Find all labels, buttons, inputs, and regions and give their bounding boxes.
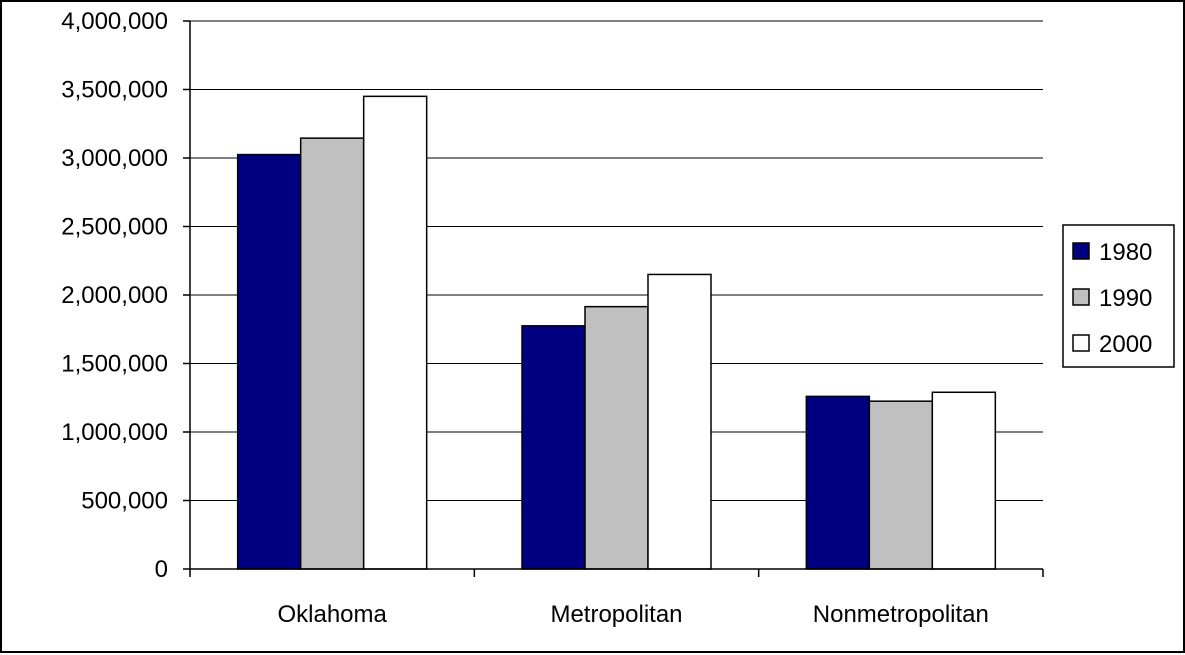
bars [236, 95, 997, 570]
y-tick-label: 500,000 [81, 488, 168, 515]
y-tick-label: 3,000,000 [61, 145, 168, 172]
y-tick-label: 4,000,000 [61, 8, 168, 35]
bar-metropolitan-2000 [647, 273, 712, 570]
legend-swatch-2000 [1072, 334, 1090, 352]
bar-oklahoma-1980 [236, 153, 302, 570]
bar-nonmetropolitan-2000 [931, 391, 997, 570]
bar-oklahoma-2000 [362, 95, 428, 570]
bar-metropolitan-1990 [584, 305, 649, 570]
bar-nonmetropolitan-1990 [868, 400, 934, 570]
y-tick-labels: 0 500,000 1,000,000 1,500,000 2,000,000 2,500… [61, 8, 168, 583]
y-tick-label: 0 [155, 556, 168, 583]
y-tick-label: 2,500,000 [61, 214, 168, 241]
legend-label: 2000 [1099, 331, 1152, 358]
legend-swatch-1980 [1072, 242, 1090, 260]
x-tick-label: Nonmetropolitan [813, 601, 989, 628]
legend-swatch-1990 [1072, 288, 1090, 306]
axes [183, 20, 1044, 577]
x-tick-label: Metropolitan [550, 601, 682, 628]
x-tick-label: Oklahoma [277, 601, 387, 628]
legend-label: 1980 [1099, 239, 1152, 266]
legend-label: 1990 [1099, 285, 1152, 312]
y-tick-label: 1,000,000 [61, 419, 168, 446]
y-tick-label: 1,500,000 [61, 351, 168, 378]
legend: 1980 1990 2000 [1062, 224, 1175, 368]
legend-items: 1980 1990 2000 [1072, 239, 1152, 358]
bar-oklahoma-1990 [299, 137, 365, 570]
x-tick-labels: Oklahoma Metropolitan Nonmetropolitan [277, 601, 988, 628]
bar-nonmetropolitan-1980 [805, 395, 871, 570]
y-tick-label: 2,000,000 [61, 282, 168, 309]
bar-metropolitan-1980 [521, 325, 586, 570]
y-tick-label: 3,500,000 [61, 77, 168, 104]
